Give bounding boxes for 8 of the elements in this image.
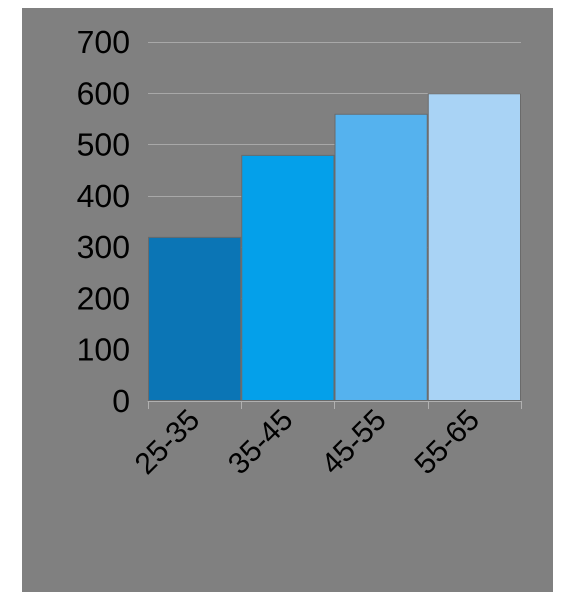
y-tick-label: 700	[76, 24, 130, 60]
y-tick-label: 0	[112, 383, 130, 419]
y-tick-label: 400	[76, 178, 130, 214]
y-tick-label: 500	[76, 126, 130, 163]
y-tick-label: 600	[76, 75, 130, 112]
y-tick-label: 300	[76, 229, 130, 266]
y-tick-label: 200	[76, 280, 130, 316]
y-tick-label: 100	[76, 332, 130, 368]
